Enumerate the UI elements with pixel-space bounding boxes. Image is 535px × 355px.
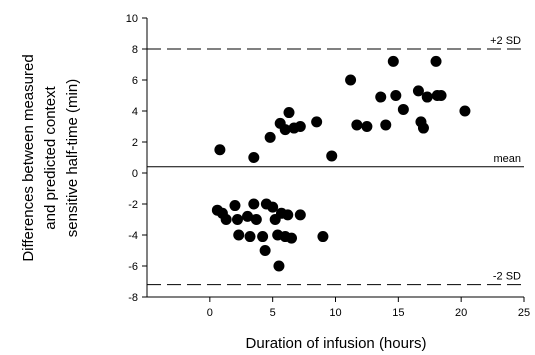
data-points (211, 55, 471, 272)
data-point (417, 122, 429, 134)
y-tick-label: -8 (128, 292, 138, 304)
y-axis-title-line: Differences between measured (20, 54, 37, 261)
y-axis-title-line: and predicted context (42, 85, 59, 229)
y-tick-label: 8 (132, 44, 138, 56)
data-point (294, 209, 306, 221)
data-point (282, 209, 294, 221)
data-point (375, 91, 387, 103)
data-point (430, 55, 442, 67)
data-point (412, 85, 424, 97)
y-tick-label: 0 (132, 168, 138, 180)
y-axis-title-line: sensitive half-time (min) (64, 79, 81, 237)
x-tick-label: 0 (207, 307, 213, 319)
data-point (242, 210, 254, 222)
y-tick-label: -2 (128, 199, 138, 211)
x-axis-title: Duration of infusion (hours) (246, 335, 427, 352)
reference-label-mean: mean (493, 153, 521, 165)
data-point (244, 231, 256, 243)
data-point (345, 74, 357, 86)
data-point (264, 131, 276, 143)
y-tick-label: -6 (128, 261, 138, 273)
data-point (233, 229, 245, 241)
y-tick-label: -4 (128, 230, 138, 242)
data-point (390, 90, 402, 101)
axes: -8 -6 -4 -2 0 2 4 6 8 10 0 5 10 15 20 25 (126, 13, 530, 319)
data-point (257, 231, 269, 243)
y-tick-label: 4 (132, 106, 138, 118)
data-point (397, 103, 409, 115)
data-point (286, 232, 298, 244)
data-point (279, 124, 291, 136)
data-point (387, 55, 399, 67)
data-point (317, 231, 329, 243)
data-point (267, 201, 279, 213)
data-point (435, 90, 447, 101)
data-point (294, 121, 306, 132)
data-point (421, 91, 433, 103)
reference-lines: +2 SD mean -2 SD (147, 35, 524, 286)
data-point (326, 150, 338, 162)
data-point (380, 119, 392, 131)
x-tick-label: 15 (392, 307, 404, 319)
data-point (351, 119, 363, 131)
data-point (214, 144, 226, 156)
data-point (250, 214, 262, 225)
data-point (311, 116, 323, 128)
y-tick-label: 2 (132, 137, 138, 149)
y-tick-label: 10 (126, 13, 138, 25)
x-tick-label: 5 (270, 307, 276, 319)
reference-label-minus2-sd: -2 SD (493, 271, 521, 283)
data-point (231, 214, 243, 225)
x-tick-label: 20 (455, 307, 467, 319)
data-point (459, 105, 471, 117)
data-point (361, 121, 373, 132)
data-point (259, 245, 271, 256)
y-axis-title: Differences between measured and predicte… (20, 54, 81, 261)
y-tick-label: 6 (132, 75, 138, 87)
data-point (248, 198, 260, 210)
data-point (273, 260, 285, 272)
x-tick-label: 10 (329, 307, 341, 319)
data-point (248, 152, 260, 163)
reference-label-plus2-sd: +2 SD (490, 35, 521, 47)
data-point (229, 200, 241, 212)
data-point (283, 107, 295, 119)
data-point (220, 214, 232, 225)
x-tick-label: 25 (518, 307, 530, 319)
